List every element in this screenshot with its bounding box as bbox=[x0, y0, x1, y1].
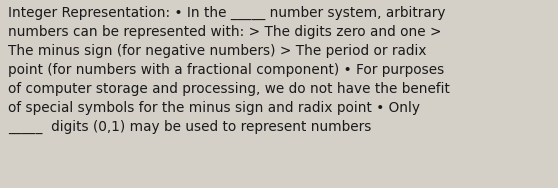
Text: Integer Representation: • In the _____ number system, arbitrary
numbers can be r: Integer Representation: • In the _____ n… bbox=[8, 6, 450, 134]
